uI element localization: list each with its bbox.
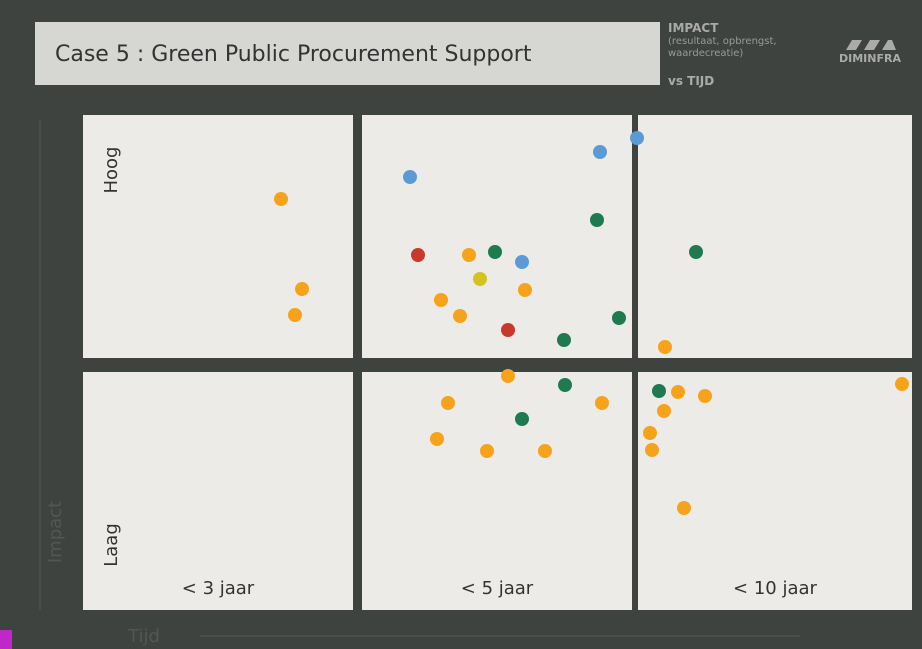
subtitle-vs: vs TIJD bbox=[668, 74, 714, 88]
sticker-dot bbox=[453, 309, 467, 323]
panel bbox=[83, 115, 353, 358]
sticker-dot bbox=[403, 170, 417, 184]
sticker-dot bbox=[518, 283, 532, 297]
y-low: Laag bbox=[101, 523, 122, 567]
sticker-dot bbox=[441, 396, 455, 410]
sticker-dot bbox=[677, 501, 691, 515]
sticker-dot bbox=[430, 432, 444, 446]
sticker-dot bbox=[590, 213, 604, 227]
photo: Case 5 : Green Public Procurement Suppor… bbox=[0, 0, 922, 649]
panel bbox=[638, 115, 912, 358]
sticker-dot bbox=[895, 377, 909, 391]
sticker-dot bbox=[488, 245, 502, 259]
subtitle-note: (resultaat, opbrengst, waardecreatie) bbox=[668, 36, 808, 60]
sticker-dot bbox=[515, 412, 529, 426]
sticker-dot bbox=[671, 385, 685, 399]
sticker-dot bbox=[274, 192, 288, 206]
sticker-dot bbox=[501, 369, 515, 383]
logo-icon bbox=[846, 40, 896, 50]
panel bbox=[362, 372, 632, 610]
sticker-dot bbox=[411, 248, 425, 262]
panel bbox=[362, 115, 632, 358]
subtitle-note-box: (resultaat, opbrengst, waardecreatie) bbox=[668, 36, 818, 76]
sticker-dot bbox=[462, 248, 476, 262]
sticker-dot bbox=[612, 311, 626, 325]
x-label: Tijd bbox=[127, 626, 160, 647]
sticker-dot bbox=[657, 404, 671, 418]
sticker-dot bbox=[473, 272, 487, 286]
sticker-dot bbox=[652, 384, 666, 398]
sticker-dot bbox=[645, 443, 659, 457]
sticker-dot bbox=[288, 308, 302, 322]
sticker-dot bbox=[538, 444, 552, 458]
y-label: Impact bbox=[45, 501, 66, 563]
column-label: < 10 jaar bbox=[733, 578, 817, 599]
title: Case 5 : Green Public Procurement Suppor… bbox=[55, 42, 532, 67]
panel bbox=[638, 372, 912, 610]
logo-text: DIMINFRA bbox=[839, 52, 901, 65]
column-label: < 3 jaar bbox=[182, 578, 255, 599]
sticker-dot bbox=[295, 282, 309, 296]
sticker-dot bbox=[593, 145, 607, 159]
sticker-dot bbox=[630, 131, 644, 145]
sticker-dot bbox=[595, 396, 609, 410]
sticker-dot bbox=[480, 444, 494, 458]
sticker-dot bbox=[557, 333, 571, 347]
sticker-dot bbox=[501, 323, 515, 337]
sticker-dot bbox=[434, 293, 448, 307]
sticker-dot bbox=[558, 378, 572, 392]
sticker-dot bbox=[689, 245, 703, 259]
sticker-dot bbox=[698, 389, 712, 403]
y-high: Hoog bbox=[101, 147, 122, 194]
sticker-dot bbox=[515, 255, 529, 269]
panel bbox=[83, 372, 353, 610]
subtitle-bold: IMPACT bbox=[668, 21, 719, 35]
sticker-dot bbox=[658, 340, 672, 354]
column-label: < 5 jaar bbox=[461, 578, 534, 599]
edge-mark bbox=[0, 630, 12, 649]
sticker-dot bbox=[643, 426, 657, 440]
